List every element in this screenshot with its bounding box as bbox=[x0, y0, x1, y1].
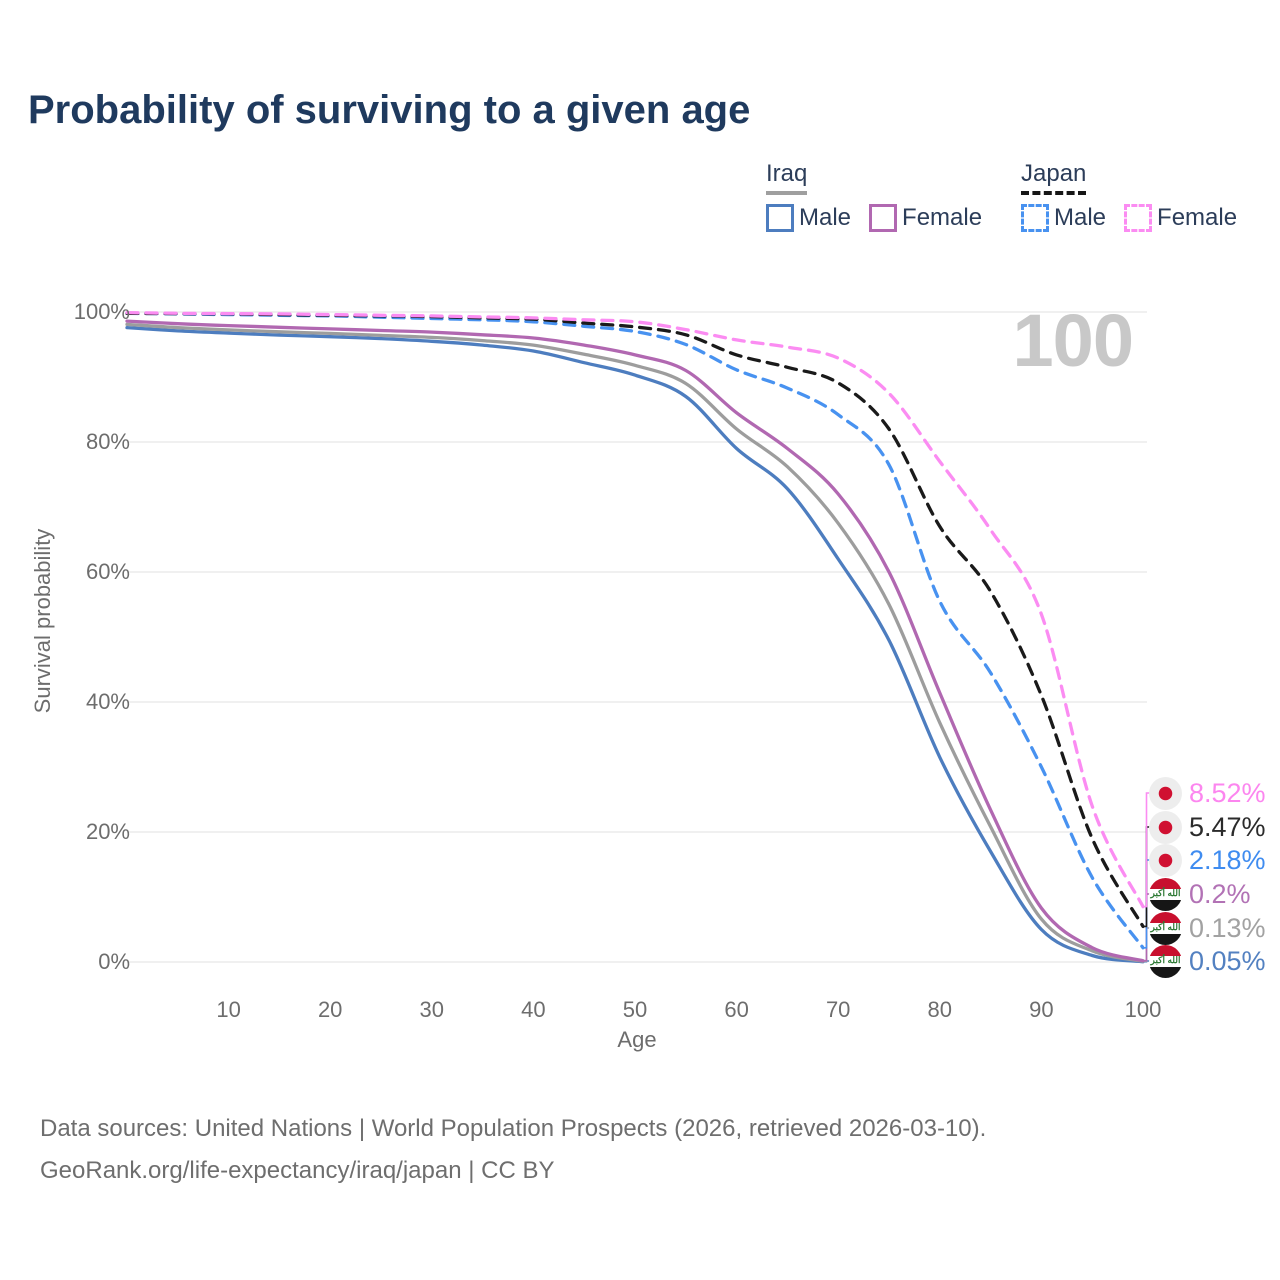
x-tick-label: 70 bbox=[825, 997, 851, 1022]
end-label-value: 5.47% bbox=[1189, 811, 1266, 842]
data-sources-line: Data sources: United Nations | World Pop… bbox=[40, 1115, 987, 1142]
iraq-flag-icon: الله أكبر bbox=[1149, 877, 1182, 911]
series-line-iraq-male[interactable] bbox=[125, 325, 1145, 964]
x-tick-label: 90 bbox=[1029, 997, 1054, 1022]
end-label-value: 0.2% bbox=[1189, 878, 1251, 909]
legend-swatch-japan-male[interactable] bbox=[1021, 204, 1049, 232]
x-axis-title: Age bbox=[617, 1027, 657, 1052]
takbir-script: الله أكبر bbox=[1150, 888, 1181, 899]
gridlines bbox=[127, 311, 1147, 963]
x-tick-label: 100 bbox=[1124, 997, 1162, 1022]
series-line-iraq-both-sexes[interactable] bbox=[125, 322, 1145, 963]
series-line-iraq-female[interactable] bbox=[125, 319, 1145, 963]
end-label-row-japan-both-sexes: 5.47% bbox=[1149, 810, 1266, 844]
japan-flag-icon bbox=[1149, 810, 1182, 844]
legend-swatch-iraq-female[interactable] bbox=[869, 204, 898, 232]
japan-flag-icon bbox=[1149, 776, 1182, 810]
japan-flag-icon bbox=[1149, 843, 1182, 877]
legend-label-iraq-female[interactable]: Female bbox=[902, 204, 983, 231]
takbir-script: الله أكبر bbox=[1150, 922, 1181, 933]
y-tick-label: 60% bbox=[85, 559, 130, 584]
legend-label-iraq-male[interactable]: Male bbox=[799, 204, 852, 231]
x-tick-label: 80 bbox=[927, 997, 953, 1022]
x-tick-label: 50 bbox=[622, 997, 648, 1022]
x-tick-label: 60 bbox=[724, 997, 749, 1022]
legend-group-japan: Japan Male Female bbox=[1021, 160, 1255, 232]
series-line-japan-both-sexes[interactable] bbox=[125, 311, 1145, 929]
y-tick-label: 20% bbox=[85, 819, 130, 844]
footer: Data sources: United Nations | World Pop… bbox=[40, 1108, 986, 1192]
iraq-flag-icon: الله أكبر bbox=[1149, 944, 1182, 978]
series-line-japan-male[interactable] bbox=[125, 311, 1145, 950]
chart-title: Probability of surviving to a given age bbox=[28, 88, 751, 132]
x-tick-label: 40 bbox=[521, 997, 546, 1022]
y-tick-label: 0% bbox=[98, 949, 130, 974]
legend-country-japan[interactable]: Japan bbox=[1021, 160, 1087, 195]
y-axis-title: Survival probability bbox=[30, 528, 55, 714]
y-tick-label: 40% bbox=[85, 689, 130, 714]
iraq-flag-icon: الله أكبر bbox=[1149, 911, 1182, 945]
end-label-row-japan-male: 2.18% bbox=[1149, 843, 1266, 877]
end-label-value: 0.13% bbox=[1189, 912, 1266, 943]
legend-label-japan-female[interactable]: Female bbox=[1157, 204, 1238, 231]
age-watermark: 100 bbox=[1012, 299, 1134, 382]
end-label-row-japan-female: 8.52% bbox=[1149, 776, 1266, 810]
legend-swatch-iraq-male[interactable] bbox=[766, 204, 794, 232]
x-tick-label: 20 bbox=[317, 997, 343, 1022]
x-tick-label: 10 bbox=[216, 997, 241, 1022]
end-label-row-iraq-both-sexes: الله أكبر 0.13% bbox=[1149, 911, 1266, 945]
x-tick-label: 30 bbox=[419, 997, 445, 1022]
legend-swatch-japan-female[interactable] bbox=[1124, 204, 1153, 232]
y-tick-label: 100% bbox=[73, 299, 130, 324]
attribution-line: GeoRank.org/life-expectancy/iraq/japan |… bbox=[40, 1157, 555, 1184]
end-label-value: 2.18% bbox=[1189, 844, 1266, 875]
end-label-row-iraq-female: الله أكبر 0.2% bbox=[1149, 877, 1251, 911]
end-label-value: 8.52% bbox=[1189, 777, 1266, 808]
series-line-japan-female[interactable] bbox=[125, 310, 1145, 909]
end-label-row-iraq-male: الله أكبر 0.05% bbox=[1149, 944, 1266, 978]
legend-label-japan-male[interactable]: Male bbox=[1054, 204, 1107, 231]
takbir-script: الله أكبر bbox=[1150, 955, 1181, 966]
legend-group-iraq: Iraq Male Female bbox=[766, 160, 1000, 232]
end-label-value: 0.05% bbox=[1189, 945, 1266, 976]
legend-country-iraq[interactable]: Iraq bbox=[766, 160, 808, 195]
y-tick-label: 80% bbox=[85, 429, 130, 454]
